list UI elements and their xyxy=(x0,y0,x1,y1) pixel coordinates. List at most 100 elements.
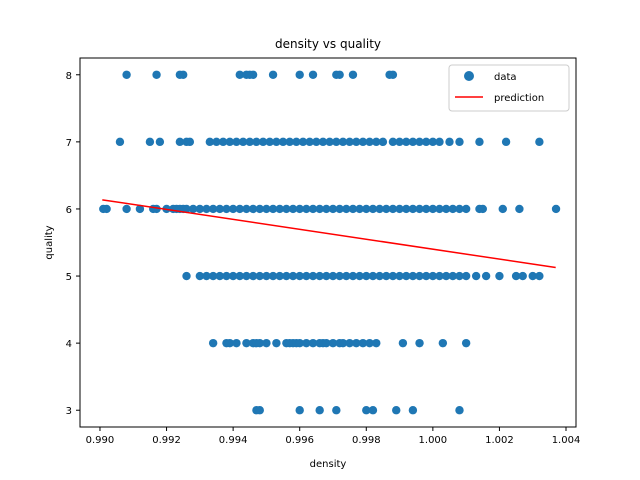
data-point-165 xyxy=(495,271,504,281)
data-point-139 xyxy=(308,271,318,281)
x-tick-label-1: 0.992 xyxy=(152,435,181,446)
data-point-199 xyxy=(415,338,424,348)
data-point-153 xyxy=(402,271,411,281)
data-point-211 xyxy=(455,406,464,415)
data-point-97 xyxy=(342,204,351,214)
data-point-75 xyxy=(195,204,205,214)
data-point-155 xyxy=(415,271,424,281)
data-point-48 xyxy=(378,137,388,147)
data-point-123 xyxy=(202,271,211,281)
data-point-177 xyxy=(255,338,264,348)
data-point-203 xyxy=(255,406,264,415)
data-point-85 xyxy=(262,204,271,214)
data-point-173 xyxy=(232,338,241,348)
data-point-164 xyxy=(481,271,491,281)
data-point-58 xyxy=(455,137,464,147)
data-point-99 xyxy=(355,204,364,214)
data-point-54 xyxy=(422,137,431,147)
data-point-150 xyxy=(382,271,391,281)
data-point-192 xyxy=(338,338,348,348)
data-point-103 xyxy=(382,204,391,214)
plot-frame xyxy=(79,57,577,428)
data-point-47 xyxy=(372,137,381,147)
data-point-51 xyxy=(402,137,411,147)
data-point-59 xyxy=(475,137,484,147)
x-tick-label-4: 0.998 xyxy=(352,435,381,446)
data-point-67 xyxy=(152,204,161,214)
data-point-87 xyxy=(275,204,284,214)
data-point-98 xyxy=(348,204,358,214)
x-tick-label-7: 1.004 xyxy=(552,435,581,446)
data-point-45 xyxy=(358,137,368,147)
x-tick-label-0: 0.990 xyxy=(86,435,115,446)
data-point-111 xyxy=(435,204,444,214)
data-point-34 xyxy=(285,137,294,147)
data-point-208 xyxy=(368,406,378,415)
data-point-174 xyxy=(242,338,251,348)
data-point-105 xyxy=(395,204,404,214)
data-point-129 xyxy=(242,271,251,281)
plot-marks xyxy=(99,70,561,415)
data-point-137 xyxy=(295,271,304,281)
data-point-178 xyxy=(262,338,271,348)
data-point-119 xyxy=(515,204,524,214)
data-point-142 xyxy=(328,271,338,281)
data-point-186 xyxy=(308,338,318,348)
data-point-168 xyxy=(528,271,537,281)
data-point-3 xyxy=(178,70,188,79)
data-point-138 xyxy=(302,271,311,281)
data-point-133 xyxy=(268,271,278,281)
data-point-36 xyxy=(298,137,308,147)
data-point-91 xyxy=(302,204,311,214)
data-point-81 xyxy=(235,204,244,214)
data-point-104 xyxy=(388,204,398,214)
data-point-96 xyxy=(335,204,344,214)
data-point-19 xyxy=(175,137,185,147)
data-point-0 xyxy=(122,70,131,79)
data-point-86 xyxy=(268,204,278,214)
data-point-43 xyxy=(345,137,354,147)
data-point-10 xyxy=(308,70,318,79)
data-point-136 xyxy=(288,271,298,281)
data-point-23 xyxy=(212,137,221,147)
data-point-106 xyxy=(402,204,411,214)
x-tick-label-6: 1.002 xyxy=(485,435,514,446)
data-point-90 xyxy=(295,204,304,214)
data-point-24 xyxy=(218,137,228,147)
data-point-131 xyxy=(255,271,264,281)
data-point-113 xyxy=(448,204,458,214)
data-point-143 xyxy=(335,271,344,281)
data-point-65 xyxy=(135,204,145,214)
data-point-93 xyxy=(315,204,324,214)
data-point-76 xyxy=(202,204,211,214)
data-point-144 xyxy=(342,271,351,281)
data-point-185 xyxy=(302,338,311,348)
data-point-84 xyxy=(255,204,264,214)
chart-title: density vs quality xyxy=(275,37,381,51)
data-point-61 xyxy=(535,137,544,147)
data-point-147 xyxy=(362,271,371,281)
data-point-128 xyxy=(235,271,244,281)
data-point-161 xyxy=(455,271,464,281)
data-point-130 xyxy=(248,271,258,281)
data-point-118 xyxy=(498,204,507,214)
data-point-32 xyxy=(272,137,281,147)
x-axis-label: density xyxy=(310,459,347,470)
data-point-124 xyxy=(208,271,218,281)
data-point-184 xyxy=(295,338,304,348)
legend: data prediction xyxy=(448,64,570,112)
data-point-1 xyxy=(152,70,161,79)
data-point-135 xyxy=(282,271,291,281)
data-point-145 xyxy=(348,271,358,281)
data-point-33 xyxy=(278,137,288,147)
data-point-12 xyxy=(335,70,344,79)
data-point-52 xyxy=(408,137,418,147)
data-point-40 xyxy=(325,137,334,147)
data-point-77 xyxy=(208,204,218,214)
x-tick-label-3: 0.996 xyxy=(285,435,314,446)
data-point-26 xyxy=(232,137,241,147)
data-point-63 xyxy=(102,204,111,214)
data-point-64 xyxy=(122,204,131,214)
prediction-line xyxy=(102,199,556,269)
